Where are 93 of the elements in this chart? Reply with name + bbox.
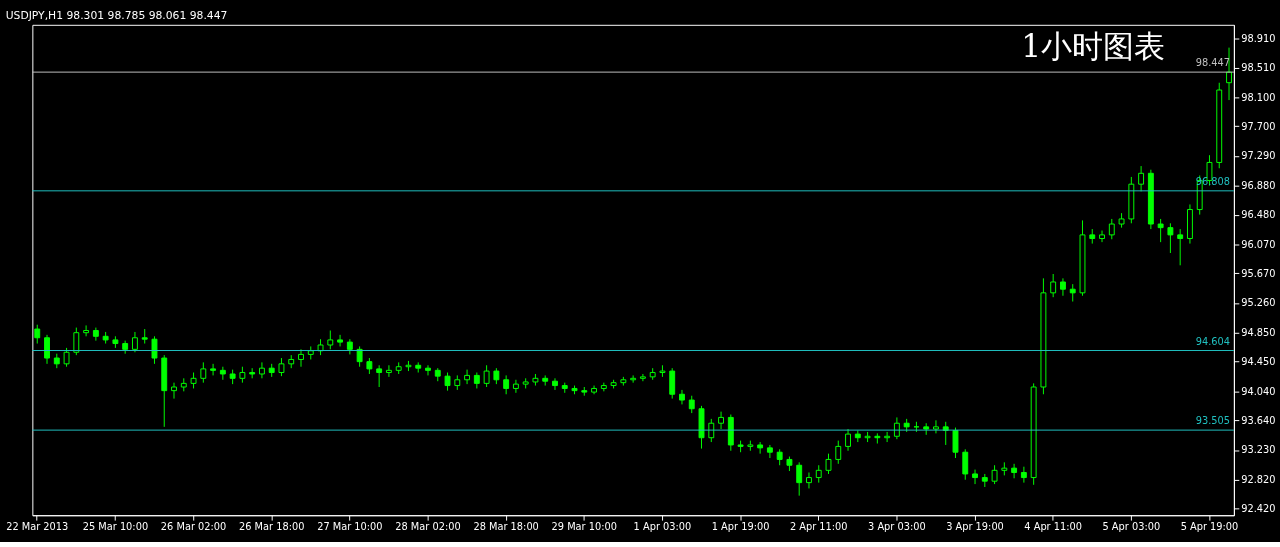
candlestick	[630, 374, 637, 384]
y-tick-label: 92.420	[1241, 503, 1276, 515]
y-tick-label: 98.510	[1241, 61, 1276, 73]
candlestick	[1167, 222, 1174, 254]
candlestick	[639, 373, 646, 382]
candlestick	[34, 324, 41, 345]
candlestick	[718, 411, 724, 430]
candlestick	[512, 379, 519, 394]
candlestick	[766, 444, 773, 459]
y-tick-label: 93.640	[1241, 414, 1276, 426]
candlestick	[44, 334, 50, 365]
x-tick-label: 25 Mar 10:00	[82, 521, 149, 533]
candlestick	[933, 419, 939, 434]
candlestick	[825, 453, 832, 475]
x-tick-label: 27 Mar 10:00	[317, 521, 383, 533]
candlestick	[991, 464, 998, 485]
x-tick-label: 5 Apr 03:00	[1102, 521, 1161, 533]
candlestick	[171, 382, 177, 400]
candlestick	[884, 431, 891, 443]
candlestick	[796, 461, 803, 497]
candlestick	[972, 469, 978, 485]
candlestick	[258, 361, 265, 379]
candlestick	[1157, 218, 1164, 243]
candlestick	[1011, 463, 1018, 479]
candlestick	[845, 428, 851, 452]
x-tick-label: 2 Apr 11:00	[789, 521, 848, 533]
candlestick	[503, 374, 510, 395]
x-tick-label: 22 Mar 2013	[6, 521, 69, 533]
y-tick-label: 96.480	[1241, 209, 1276, 221]
candlestick	[298, 348, 304, 368]
candlestick	[1099, 230, 1105, 243]
y-tick-label: 94.450	[1241, 356, 1276, 368]
x-tick-label: 26 Mar 02:00	[160, 521, 227, 533]
y-tick-label: 95.260	[1241, 297, 1276, 309]
candlestick	[1177, 228, 1184, 266]
candlestick	[806, 472, 812, 489]
y-tick-label: 98.100	[1241, 91, 1276, 103]
candlestick	[219, 366, 226, 381]
x-tick-label: 5 Apr 19:00	[1180, 521, 1239, 533]
candlestick	[1060, 277, 1066, 297]
y-tick-label: 96.070	[1241, 238, 1276, 250]
x-tick-label: 26 Mar 18:00	[238, 521, 305, 533]
candlestick	[464, 369, 471, 385]
candlestick	[92, 327, 99, 342]
candlestick	[151, 335, 158, 365]
candlestick	[63, 347, 70, 368]
annotation: 1小时图表	[1021, 28, 1166, 65]
ref-line-label: 93.505	[1195, 415, 1230, 427]
candlestick	[952, 427, 959, 459]
x-tick-label: 1 Apr 03:00	[633, 521, 692, 533]
x-tick-label: 29 Mar 10:00	[551, 521, 617, 533]
candlestick	[327, 330, 334, 350]
y-tick-label: 93.230	[1241, 444, 1276, 456]
candlestick	[83, 324, 90, 337]
x-tick-label: 3 Apr 19:00	[946, 521, 1004, 533]
candlestick	[337, 334, 344, 347]
candlestick	[210, 363, 217, 376]
candlestick	[835, 440, 842, 465]
candlestick	[385, 364, 392, 378]
candlestick	[444, 372, 451, 392]
candlestick	[669, 367, 676, 400]
y-tick-label: 97.700	[1241, 120, 1276, 132]
candlestick	[1020, 466, 1027, 484]
candlestick	[132, 331, 138, 353]
ref-line-label: 94.604	[1195, 335, 1230, 347]
candlestick	[425, 364, 431, 376]
candlestick	[1050, 273, 1057, 298]
chart-title: USDJPY,H1 98.301 98.785 98.061 98.447	[5, 8, 228, 22]
x-tick-label: 3 Apr 03:00	[868, 521, 926, 533]
y-tick-label: 92.820	[1241, 474, 1276, 486]
x-tick-label: 28 Mar 18:00	[473, 521, 539, 533]
candlestick	[874, 432, 881, 444]
y-tick-label: 94.040	[1241, 385, 1276, 397]
x-tick-label: 4 Apr 11:00	[1024, 521, 1083, 533]
y-tick-label: 95.670	[1241, 267, 1276, 279]
candlestick	[483, 364, 490, 388]
y-tick-label: 98.910	[1241, 33, 1276, 45]
candlestick	[552, 377, 558, 391]
candlestick	[757, 441, 764, 455]
candlestick	[1138, 165, 1145, 192]
candlestick	[278, 357, 285, 377]
candlestick	[1108, 218, 1115, 240]
candlestick	[679, 389, 685, 405]
y-tick-label: 94.850	[1241, 327, 1276, 339]
x-tick-label: 1 Apr 19:00	[711, 521, 770, 533]
candlestick	[200, 361, 207, 384]
y-tick-label: 97.290	[1241, 150, 1276, 162]
y-tick-label: 96.880	[1241, 180, 1276, 192]
candlestick	[356, 345, 363, 368]
candlestick	[376, 364, 383, 388]
candlestick	[962, 448, 969, 481]
candlestick	[73, 327, 80, 356]
x-tick-label: 28 Mar 02:00	[395, 521, 461, 533]
